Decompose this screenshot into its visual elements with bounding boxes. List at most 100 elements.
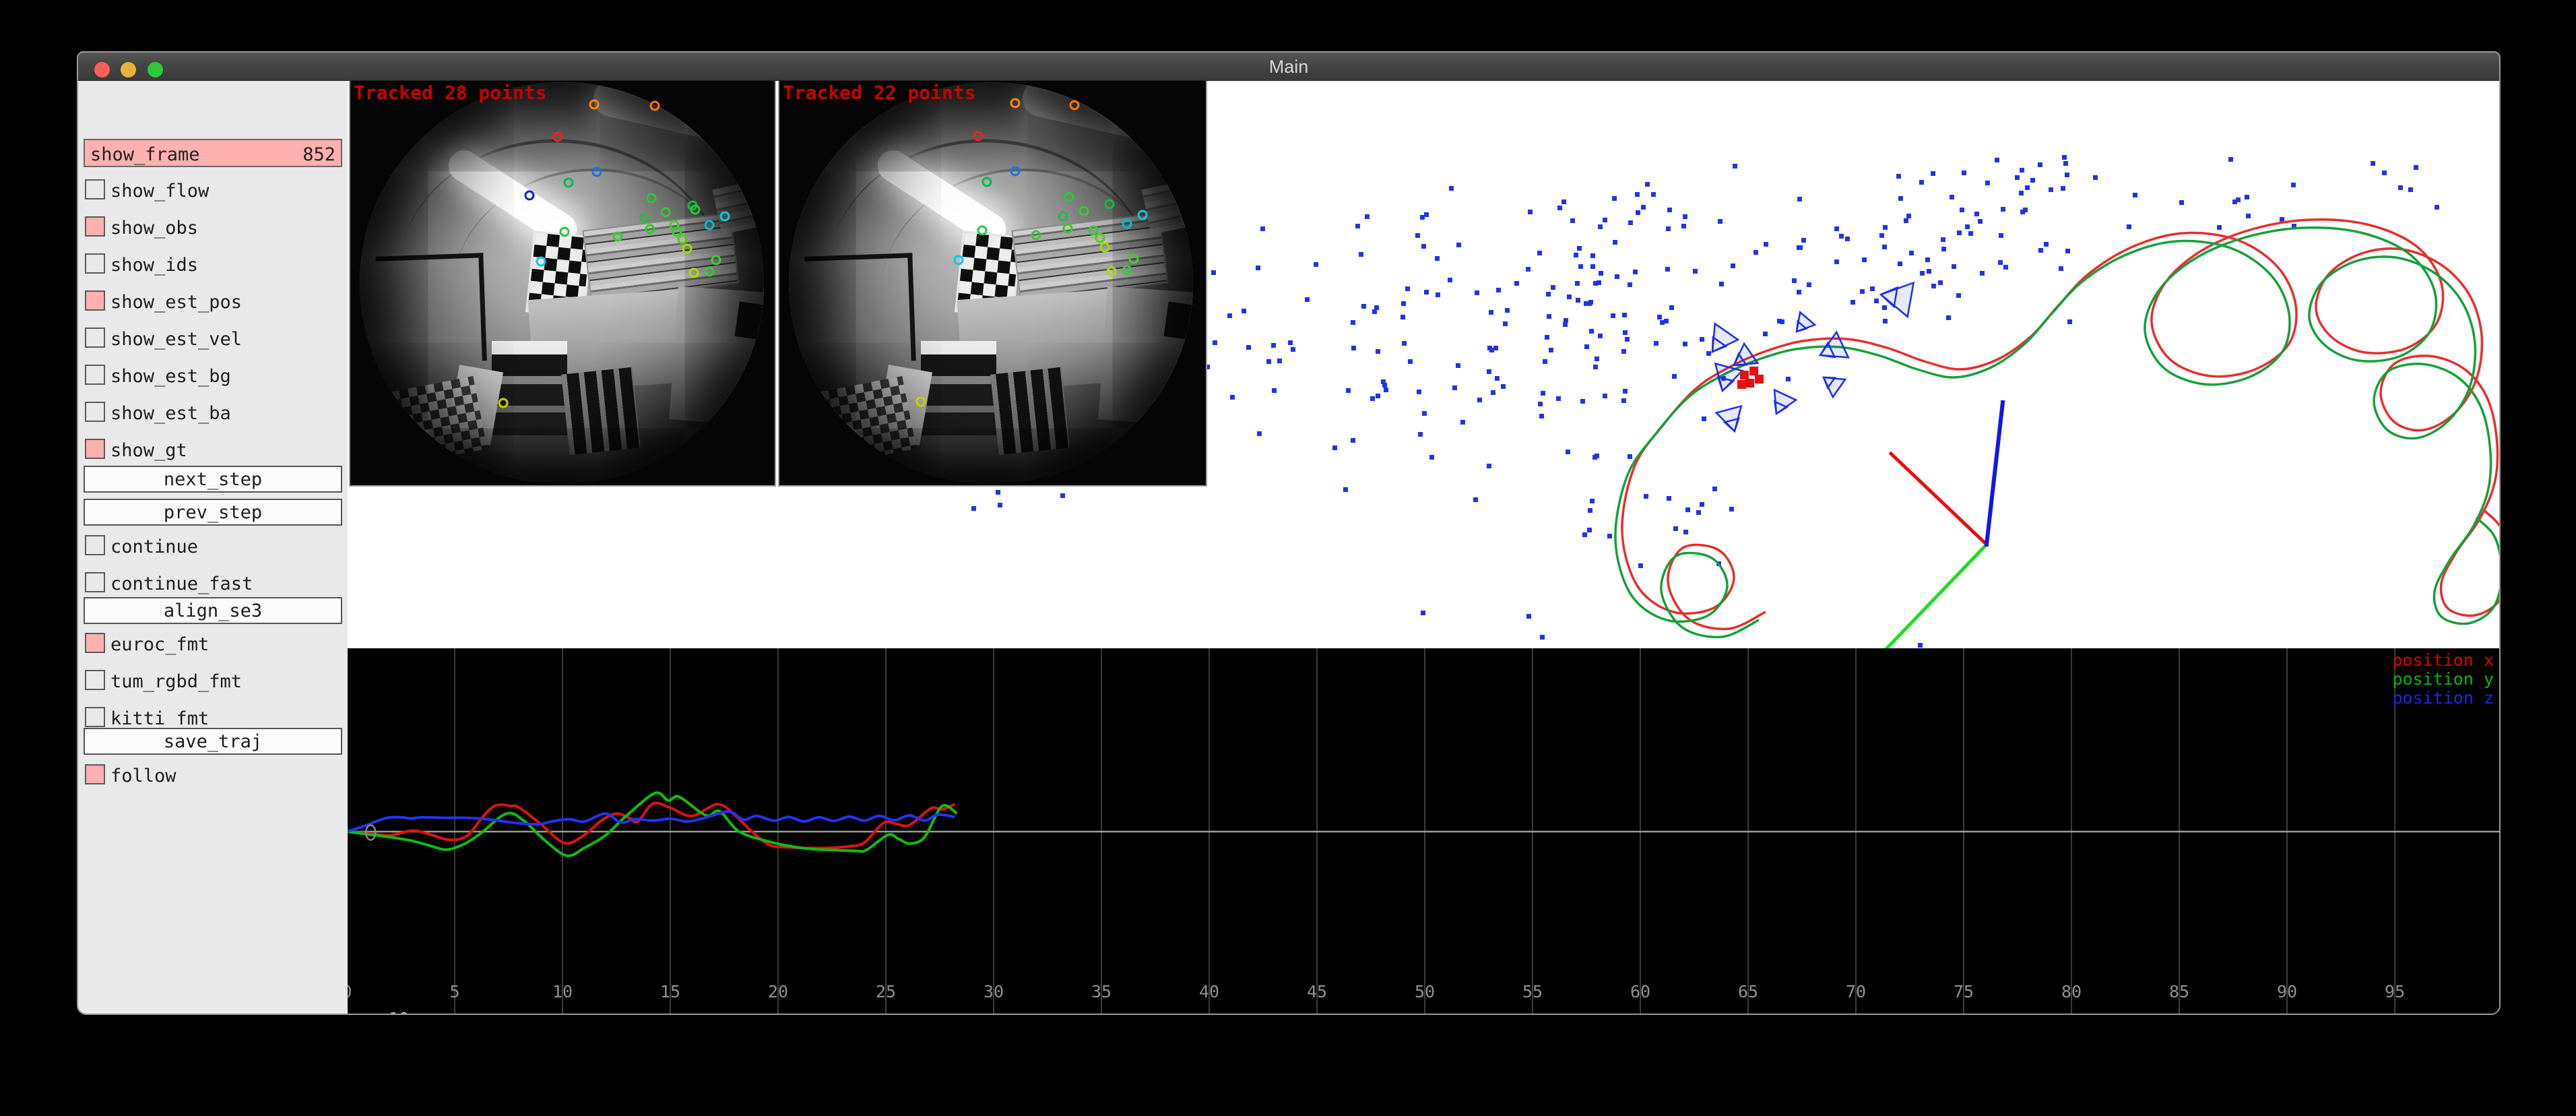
x-tick-labels: 0 5 10 15 20 25 30 35 40 45 50 55 60 65 70 75 80 85 90 95 [348, 982, 2405, 1001]
feature-marker [672, 226, 682, 237]
feature-marker [1106, 266, 1117, 277]
svg-text:5: 5 [449, 982, 459, 1001]
fisheye-image [789, 82, 1193, 484]
svg-text:65: 65 [1738, 982, 1758, 1001]
show_flow-checkbox[interactable] [85, 179, 105, 199]
feature-marker [1031, 230, 1041, 241]
show_est_pos-checkbox[interactable] [85, 290, 105, 311]
show_gt-label: show_gt [110, 440, 187, 461]
feature-marker [552, 131, 563, 142]
show_ids-checkbox[interactable] [85, 253, 105, 274]
camera-view-right[interactable]: Tracked 22 points [778, 81, 1207, 487]
fisheye-image [360, 82, 764, 484]
tum_rgbd_fmt-checkbox[interactable] [85, 670, 105, 690]
stacked-boxes [921, 341, 996, 452]
close-button[interactable] [94, 62, 110, 78]
feature-marker [559, 226, 570, 237]
x-axis [1888, 451, 1989, 547]
kitti_fmt-checkbox[interactable] [85, 707, 105, 727]
feature-marker [690, 204, 701, 215]
minimize-button[interactable] [121, 62, 136, 78]
feature-marker [646, 193, 657, 204]
show_ids-label: show_ids [110, 255, 199, 276]
show_est_vel-label: show_est_vel [110, 329, 243, 350]
ceiling-light [1137, 96, 1175, 125]
svg-text:70: 70 [1846, 982, 1866, 1001]
vignette [360, 82, 764, 484]
feature-marker [1010, 98, 1021, 108]
feature-marker [1137, 210, 1148, 220]
feature-marker [589, 99, 600, 110]
show_est_ba-label: show_est_ba [110, 403, 231, 424]
continue_fast-label: continue_fast [110, 574, 253, 594]
feature-marker [1058, 211, 1068, 222]
show_est_vel-checkbox[interactable] [85, 328, 105, 348]
control-sidebar: show_frame 852 show_flow show_obs show_ids… [78, 81, 348, 1014]
feature-marker [915, 396, 926, 407]
camera-view-left[interactable]: Tracked 28 points [349, 81, 776, 487]
next_step-button[interactable]: next_step [84, 466, 342, 493]
save_traj-button[interactable]: save_traj [84, 728, 342, 755]
show_flow-label: show_flow [110, 181, 210, 202]
feature-marker [1088, 225, 1099, 236]
feature-marker [981, 177, 992, 187]
svg-text:55: 55 [1522, 982, 1543, 1001]
show_obs-checkbox[interactable] [85, 216, 105, 237]
feature-marker [973, 131, 984, 142]
maximize-button[interactable] [148, 62, 163, 78]
feature-marker [711, 255, 721, 266]
svg-text:35: 35 [1091, 982, 1112, 1001]
svg-text:85: 85 [2169, 982, 2189, 1001]
feature-marker [649, 100, 660, 111]
slider-value: 852 [302, 144, 335, 165]
show_gt-checkbox[interactable] [85, 439, 105, 459]
svg-text:30: 30 [984, 982, 1004, 1001]
continue-checkbox[interactable] [85, 535, 105, 555]
feature-marker [660, 207, 671, 218]
follow-checkbox[interactable] [85, 764, 105, 784]
feature-marker [719, 211, 730, 222]
current-pose-marker [1737, 367, 1764, 389]
svg-text:80: 80 [2061, 982, 2082, 1001]
feature-marker [536, 256, 546, 267]
prev_step-button[interactable]: prev_step [84, 499, 342, 526]
feature-marker [704, 220, 715, 230]
feature-marker [524, 190, 535, 201]
legend-entry: position y [2392, 669, 2494, 689]
series-position-x [348, 801, 956, 850]
show-frame-slider[interactable]: show_frame 852 [84, 139, 342, 167]
trajectory-start-marker [364, 824, 377, 841]
follow-label: follow [110, 766, 176, 786]
show_est_bg-label: show_est_bg [110, 366, 231, 387]
feature-marker [591, 166, 602, 177]
render-views: Tracked 28 points Tracked 22 points [348, 81, 2499, 648]
feature-marker [1099, 242, 1110, 253]
feature-marker [1069, 100, 1080, 111]
align_se3-button[interactable]: align_se3 [84, 597, 342, 624]
series-position-y [348, 791, 958, 857]
svg-text:15: 15 [660, 982, 680, 1001]
feature-marker [1010, 166, 1021, 177]
feature-marker [1062, 223, 1073, 234]
show_est_bg-checkbox[interactable] [85, 365, 105, 385]
svg-text:50: 50 [1415, 982, 1435, 1001]
continue_fast-checkbox[interactable] [85, 572, 105, 592]
euroc_fmt-label: euroc_fmt [110, 634, 210, 655]
feature-marker [953, 255, 964, 266]
slider-label: show_frame [90, 144, 200, 165]
z-axis [1984, 400, 2005, 547]
feature-marker [1122, 218, 1132, 229]
feature-marker [1078, 206, 1089, 216]
svg-text:20: 20 [768, 982, 788, 1001]
legend-entry: position z [2392, 688, 2494, 708]
feature-marker [704, 266, 715, 277]
show_est_ba-checkbox[interactable] [85, 402, 105, 422]
kitti_fmt-label: kitti_fmt [110, 708, 210, 729]
euroc_fmt-checkbox[interactable] [85, 633, 105, 653]
vignette [789, 82, 1193, 484]
window-titlebar[interactable]: Main [78, 53, 2499, 81]
position-plot[interactable]: 0 5 10 15 20 25 30 35 40 45 50 55 60 65 70 75 80 85 90 95 -1… [348, 648, 2499, 1014]
feature-marker [612, 231, 623, 242]
